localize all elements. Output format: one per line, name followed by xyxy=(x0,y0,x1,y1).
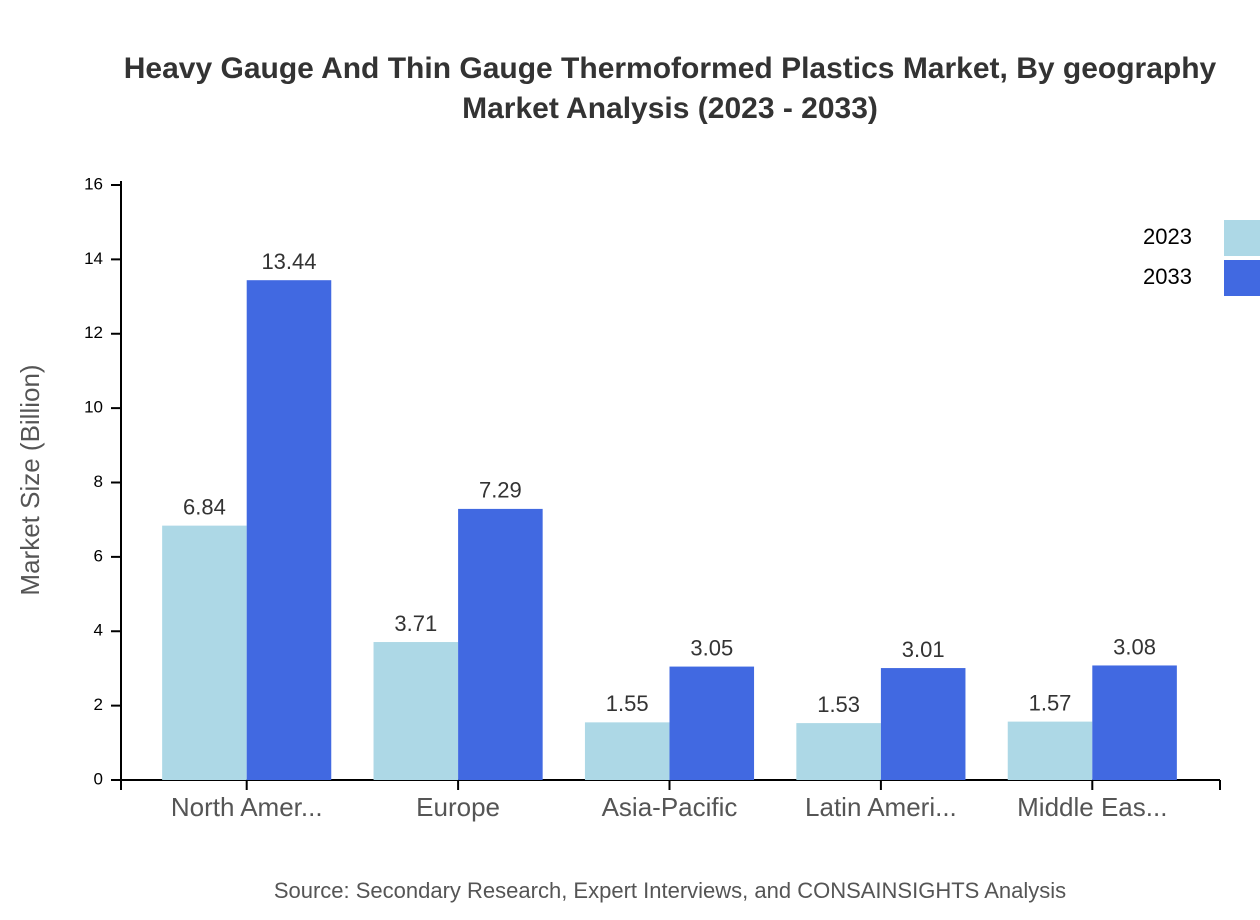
y-tick-label: 0 xyxy=(94,769,103,788)
value-label: 13.44 xyxy=(261,249,316,274)
y-tick-label: 2 xyxy=(94,695,103,714)
legend-label: 2023 xyxy=(1143,224,1192,249)
value-label: 3.08 xyxy=(1113,634,1156,659)
bar xyxy=(162,525,247,780)
bar xyxy=(584,722,670,780)
value-label: 6.84 xyxy=(183,494,226,519)
y-tick-label: 4 xyxy=(94,621,103,640)
y-tick-label: 10 xyxy=(84,398,103,417)
bar xyxy=(1092,665,1177,780)
x-tick-label: Latin Ameri... xyxy=(805,792,957,822)
bar xyxy=(373,642,459,780)
x-tick-label: North Amer... xyxy=(171,792,323,822)
value-label: 1.57 xyxy=(1029,690,1072,715)
y-tick-label: 14 xyxy=(84,249,103,268)
bar xyxy=(880,668,966,780)
chart-title: Market Analysis (2023 - 2033) xyxy=(462,92,878,125)
y-axis-label: Market Size (Billion) xyxy=(15,364,45,595)
value-label: 3.01 xyxy=(902,637,945,662)
x-tick-label: Europe xyxy=(416,792,500,822)
legend-swatch xyxy=(1224,260,1260,296)
value-label: 7.29 xyxy=(479,478,522,503)
bar xyxy=(669,666,755,780)
bar xyxy=(246,280,332,780)
value-label: 3.71 xyxy=(394,611,437,636)
legend-swatch xyxy=(1224,220,1260,256)
bar xyxy=(796,723,881,780)
bar xyxy=(1007,721,1093,780)
chart-title: Heavy Gauge And Thin Gauge Thermoformed … xyxy=(124,52,1217,85)
value-label: 1.55 xyxy=(606,691,649,716)
y-tick-label: 12 xyxy=(84,323,103,342)
x-tick-label: Asia-Pacific xyxy=(602,792,738,822)
y-tick-label: 6 xyxy=(94,546,103,565)
bar xyxy=(458,508,543,780)
y-tick-label: 16 xyxy=(84,174,103,193)
legend-label: 2033 xyxy=(1143,264,1192,289)
value-label: 1.53 xyxy=(817,692,860,717)
source: Source: Secondary Research, Expert Inter… xyxy=(274,878,1066,903)
x-tick-label: Middle Eas... xyxy=(1017,792,1167,822)
y-tick-label: 8 xyxy=(94,472,103,491)
value-label: 3.05 xyxy=(690,635,733,660)
